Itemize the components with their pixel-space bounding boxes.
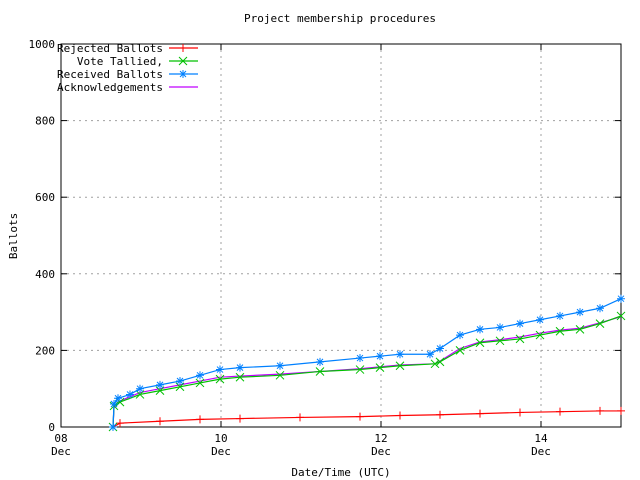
series-received-ballots — [109, 294, 625, 431]
star-marker — [376, 352, 384, 361]
star-marker — [396, 350, 404, 359]
plus-marker — [436, 410, 444, 419]
star-marker — [114, 394, 122, 403]
star-marker — [476, 325, 484, 334]
legend-label: Vote Tallied, — [77, 55, 163, 68]
star-marker — [596, 304, 604, 313]
y-tick-label: 400 — [35, 268, 55, 281]
cross-marker — [535, 330, 545, 340]
cross-marker — [515, 334, 525, 344]
y-axis-label: Ballots — [7, 213, 20, 259]
plus-marker — [179, 44, 187, 52]
star-marker — [316, 357, 324, 366]
cross-marker — [435, 357, 445, 367]
y-tick-label: 600 — [35, 191, 55, 204]
series-acknowledgements — [112, 316, 622, 428]
star-marker — [236, 363, 244, 372]
x-axis-label: Date/Time (UTC) — [291, 466, 390, 479]
plus-marker — [396, 411, 404, 420]
series-line — [112, 298, 622, 428]
x-tick-label-month: Dec — [211, 445, 231, 458]
y-tick-label: 0 — [48, 421, 55, 434]
star-marker — [216, 365, 224, 374]
x-tick-label-day: 08 — [54, 432, 67, 445]
cross-marker — [475, 338, 485, 348]
series-line — [112, 316, 622, 428]
chart-title: Project membership procedures — [244, 12, 436, 25]
plus-marker — [556, 407, 564, 416]
cross-marker — [355, 365, 365, 374]
cross-marker — [430, 359, 440, 369]
y-tick-label: 1000 — [29, 38, 56, 51]
y-tick-label: 800 — [35, 115, 55, 128]
x-tick-label-month: Dec — [531, 445, 551, 458]
legend-label: Acknowledgements — [57, 81, 163, 94]
star-marker — [110, 400, 118, 409]
star-marker — [617, 294, 625, 303]
cross-marker — [275, 370, 285, 380]
plus-marker — [156, 417, 164, 426]
star-marker — [136, 384, 144, 393]
series-vote-tallied — [108, 311, 626, 432]
star-marker — [576, 308, 584, 317]
plus-marker — [356, 412, 364, 421]
cross-marker — [395, 361, 405, 371]
x-tick-label-month: Dec — [371, 445, 391, 458]
star-marker — [536, 315, 544, 324]
cross-marker — [215, 374, 225, 384]
plus-marker — [617, 406, 625, 415]
cross-marker — [455, 346, 465, 355]
y-tick-label: 200 — [35, 344, 55, 357]
star-marker — [179, 70, 187, 78]
cross-marker — [555, 326, 565, 336]
x-tick-label-month: Dec — [51, 445, 71, 458]
star-marker — [276, 361, 284, 370]
cross-marker — [575, 324, 585, 334]
series-line — [112, 410, 621, 428]
star-marker — [196, 371, 204, 380]
legend-label: Rejected Ballots — [57, 42, 163, 55]
star-marker — [516, 319, 524, 328]
series-group — [108, 294, 626, 432]
plus-marker — [116, 419, 124, 428]
cross-marker — [616, 311, 626, 321]
plot-border — [60, 43, 622, 428]
cross-marker — [235, 372, 245, 382]
grid — [61, 44, 621, 427]
cross-marker — [595, 319, 605, 328]
plus-marker — [196, 415, 204, 424]
plus-marker — [236, 414, 244, 423]
star-marker — [109, 423, 117, 431]
legend-label: Received Ballots — [57, 68, 163, 81]
cross-marker — [315, 367, 325, 376]
star-marker — [426, 350, 434, 359]
star-marker — [356, 354, 364, 363]
x-tick-label-day: 14 — [534, 432, 548, 445]
cross-marker — [495, 336, 505, 346]
star-marker — [496, 323, 504, 332]
cross-marker — [375, 363, 385, 372]
star-marker — [126, 390, 134, 399]
star-marker — [436, 344, 444, 353]
star-marker — [176, 377, 184, 386]
plus-marker — [476, 409, 484, 418]
plus-marker — [516, 408, 524, 417]
star-marker — [556, 311, 564, 320]
cross-marker — [195, 378, 205, 388]
star-marker — [456, 331, 464, 340]
plus-marker — [296, 413, 304, 422]
cross-marker — [178, 56, 188, 66]
x-tick-label-day: 10 — [214, 432, 227, 445]
star-marker — [156, 380, 164, 389]
plus-marker — [596, 406, 604, 415]
x-tick-label-day: 12 — [374, 432, 387, 445]
